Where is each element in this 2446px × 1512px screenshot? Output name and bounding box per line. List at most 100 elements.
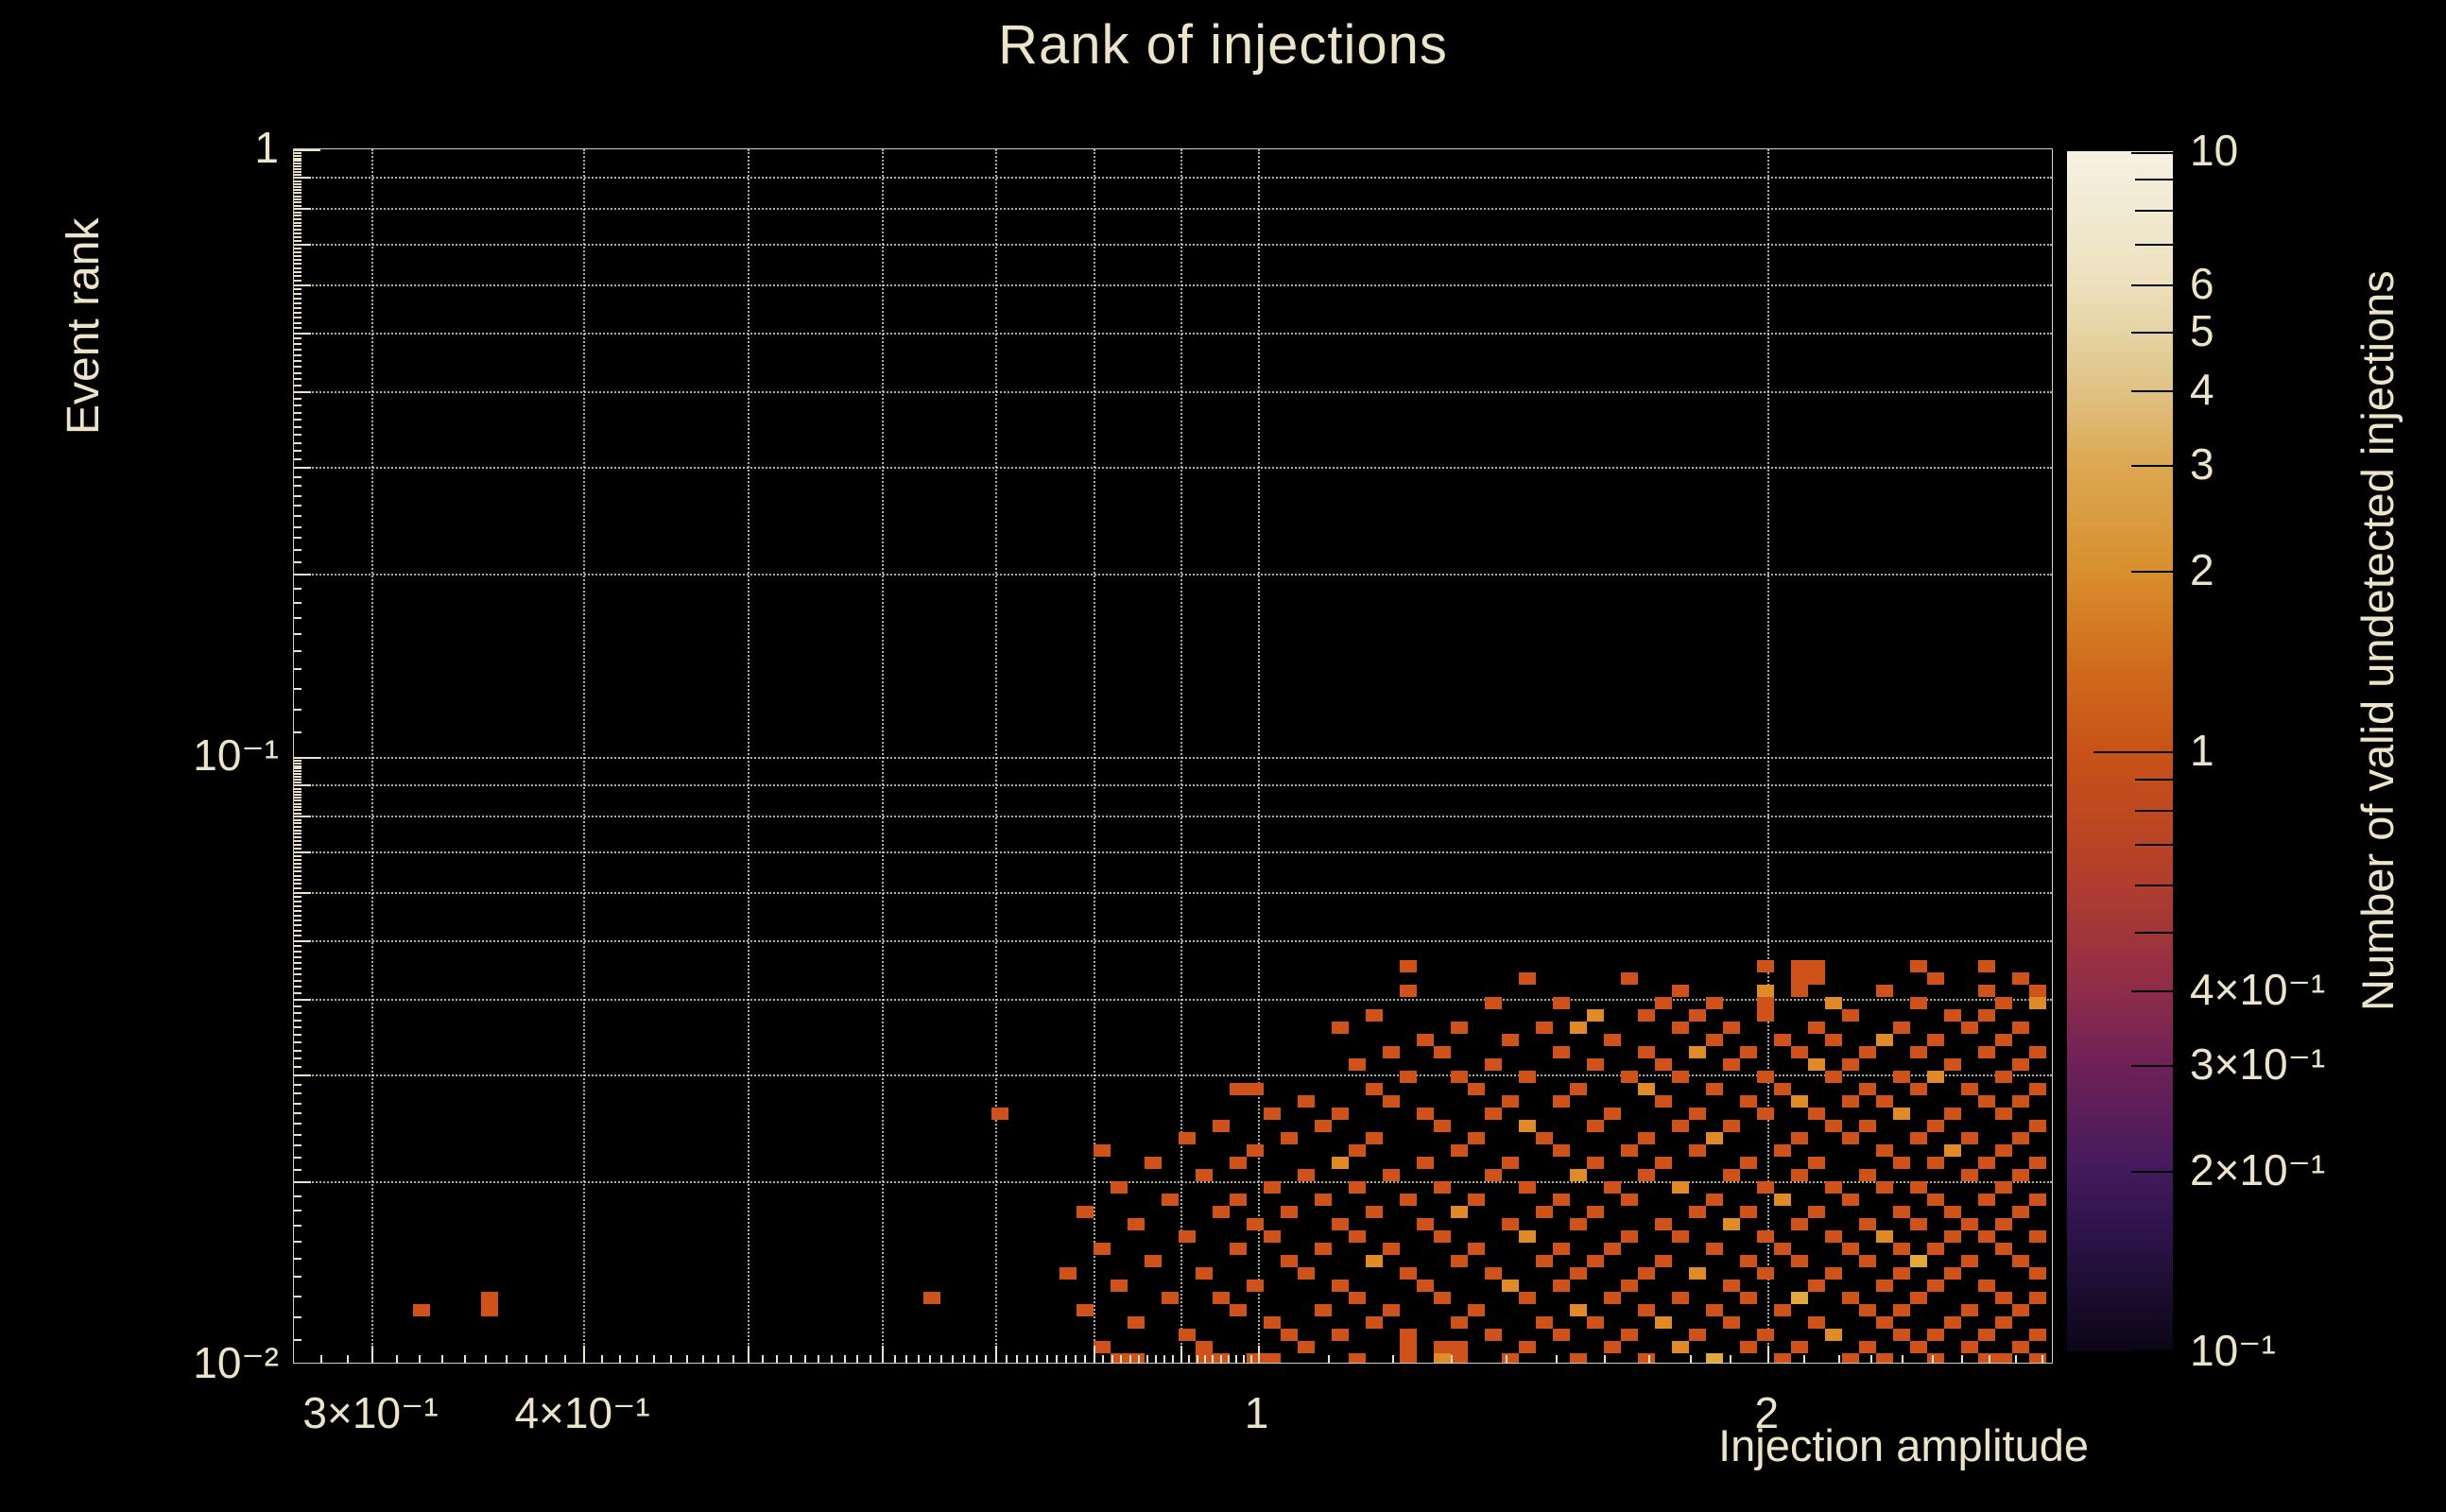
heatmap-bin <box>1977 1095 1995 1108</box>
y-minor-tick <box>294 955 301 958</box>
heatmap-bin <box>1331 1108 1349 1120</box>
heatmap-bin <box>1433 1341 1451 1354</box>
x-minor-tick <box>1005 1355 1008 1363</box>
y-minor-tick <box>294 825 301 828</box>
heatmap-bin <box>1637 1009 1655 1022</box>
y-minor-tick <box>294 154 301 157</box>
heatmap-bin <box>1450 1071 1468 1083</box>
y-minor-tick <box>294 450 301 453</box>
y-tick <box>294 243 311 246</box>
y-minor-tick <box>294 1123 301 1125</box>
y-tick <box>294 390 311 393</box>
x-tick <box>1257 1346 1260 1363</box>
heatmap-bin <box>1926 1071 1944 1083</box>
heatmap-bin <box>1569 1169 1587 1181</box>
heatmap-bin <box>1093 1341 1111 1354</box>
y-minor-tick <box>294 378 301 381</box>
y-minor-tick <box>294 239 301 242</box>
heatmap-bin <box>1807 1022 1825 1034</box>
heatmap-bin <box>1858 1169 1876 1181</box>
colorbar-tick <box>2131 152 2173 154</box>
colorbar-tick-label: 4 <box>2190 364 2214 414</box>
heatmap-bin <box>1960 1169 1978 1181</box>
y-minor-tick <box>294 1316 301 1319</box>
heatmap-bin <box>1365 1009 1383 1022</box>
y-minor-tick <box>294 204 301 207</box>
heatmap-bin <box>1586 1058 1604 1071</box>
x-minor-tick <box>905 1355 908 1363</box>
y-tick <box>294 998 311 1001</box>
y-minor-tick <box>294 475 301 478</box>
heatmap-bin <box>1807 1058 1825 1071</box>
heatmap-bin <box>1416 1108 1434 1120</box>
y-minor-tick <box>294 797 301 799</box>
heatmap-bin <box>1637 1304 1655 1317</box>
y-minor-tick <box>294 1112 301 1115</box>
y-minor-tick <box>294 818 301 821</box>
x-minor-tick <box>525 1355 528 1363</box>
colorbar-minor-tick <box>2135 932 2173 935</box>
heatmap-bin <box>1841 1095 1859 1108</box>
x-minor-tick <box>2041 1355 2043 1363</box>
heatmap-bin <box>1331 1218 1349 1230</box>
heatmap-bin <box>1756 985 1774 997</box>
heatmap-bin <box>1518 1230 1536 1243</box>
heatmap-bin <box>1909 1046 1927 1058</box>
heatmap-bin <box>1093 1144 1111 1157</box>
heatmap-bin <box>1416 1218 1434 1230</box>
y-minor-tick <box>294 1083 301 1086</box>
heatmap-bin <box>1110 1280 1128 1293</box>
heatmap-bin <box>1314 1243 1332 1255</box>
x-minor-tick <box>441 1355 444 1363</box>
heatmap-bin <box>1212 1206 1230 1218</box>
x-minor-tick <box>843 1355 846 1363</box>
colorbar-minor-tick <box>2135 179 2173 181</box>
heatmap-bin <box>1280 1255 1298 1268</box>
heatmap-bin <box>1807 960 1825 972</box>
heatmap-bin <box>1688 1009 1706 1022</box>
y-minor-tick <box>294 280 301 283</box>
y-minor-tick <box>294 229 301 232</box>
heatmap-bin <box>1501 1034 1519 1046</box>
heatmap-bin <box>1790 1046 1808 1058</box>
y-minor-tick <box>294 1133 301 1136</box>
y-minor-tick <box>294 225 301 228</box>
heatmap-bin <box>1773 1304 1791 1317</box>
heatmap-bin <box>1569 1083 1587 1095</box>
heatmap-bin <box>1892 1071 1910 1083</box>
y-minor-tick <box>294 426 301 429</box>
heatmap-bin <box>1756 960 1774 972</box>
heatmap-bin <box>2028 1157 2046 1169</box>
y-minor-tick <box>294 201 301 204</box>
colorbar-tick <box>2131 465 2173 468</box>
heatmap-bin <box>1552 1243 1570 1255</box>
heatmap-bin <box>1790 960 1808 972</box>
y-minor-tick <box>294 1257 301 1260</box>
heatmap-bin <box>2028 1194 2046 1206</box>
x-minor-tick <box>1989 1355 1991 1363</box>
x-minor-tick <box>1075 1355 1077 1363</box>
heatmap-bin <box>1654 1095 1672 1108</box>
heatmap-bin <box>1790 972 1808 985</box>
heatmap-bin <box>1960 1304 1978 1317</box>
colorbar-minor-tick <box>2135 244 2173 247</box>
y-minor-tick <box>294 973 301 976</box>
heatmap-bin <box>1977 1009 1995 1022</box>
heatmap-bin <box>1399 1353 1417 1363</box>
y-minor-tick <box>294 822 301 825</box>
heatmap-bin <box>1824 1071 1842 1083</box>
x-minor-tick <box>669 1355 672 1363</box>
y-tick <box>294 816 311 818</box>
y-minor-tick <box>294 494 301 497</box>
y-minor-tick <box>294 887 301 890</box>
y-minor-tick <box>294 384 301 387</box>
x-minor-tick <box>1249 1355 1252 1363</box>
x-minor-tick <box>1171 1355 1174 1363</box>
heatmap-bin <box>1501 1280 1519 1293</box>
heatmap-bin <box>1875 1316 1893 1330</box>
heatmap-bin <box>1858 1120 1876 1132</box>
x-minor-tick <box>940 1355 943 1363</box>
heatmap-bin <box>1382 1046 1400 1058</box>
heatmap-bin <box>1399 1194 1417 1206</box>
